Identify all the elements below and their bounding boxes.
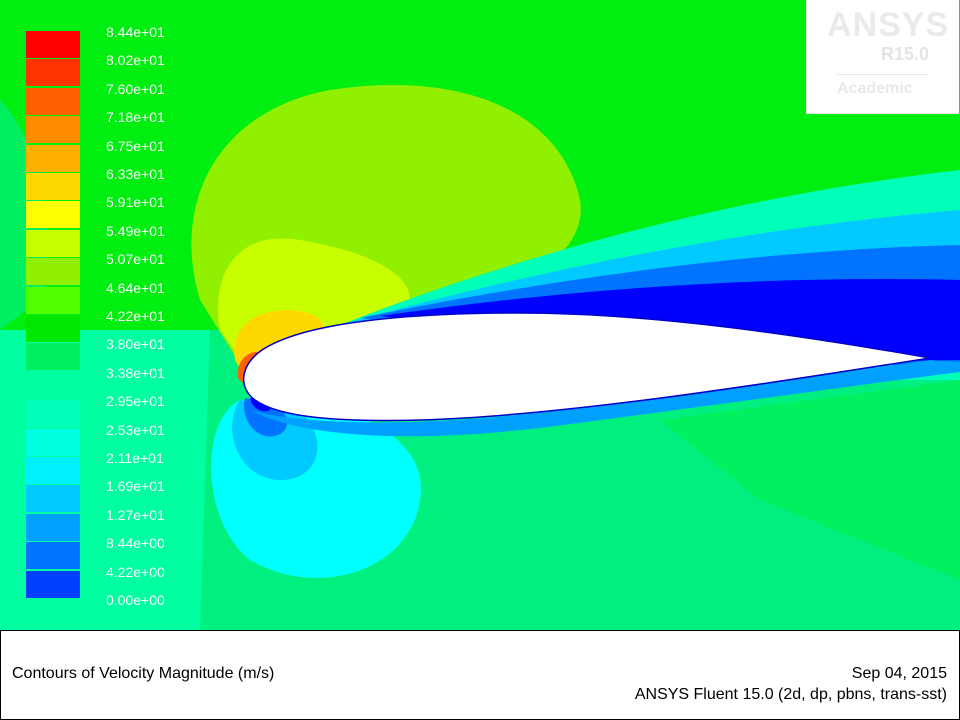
- legend-swatch: [26, 201, 80, 229]
- legend-swatch: [26, 343, 80, 371]
- velocity-contour-plot: [0, 0, 960, 630]
- legend-swatch: [26, 87, 80, 115]
- logo-brand: ANSYS: [827, 6, 950, 44]
- legend-tick-label: 6.75e+01: [106, 137, 165, 154]
- legend-tick-label: 5.91e+01: [106, 194, 165, 211]
- legend-tick-label: 5.49e+01: [106, 222, 165, 239]
- legend-swatch: [26, 229, 80, 257]
- legend-tick-label: 4.64e+01: [106, 279, 165, 296]
- logo-version: R15.0: [880, 44, 929, 64]
- lower-wake-region: [660, 380, 960, 580]
- legend-swatch: [26, 371, 80, 399]
- legend-tick-label: 2.11e+01: [106, 450, 164, 466]
- legend-tick-label: 7.60e+01: [106, 80, 165, 97]
- legend-swatch: [26, 31, 80, 58]
- legend-tick-label: 5.07e+01: [106, 251, 165, 268]
- legend-tick-label: 2.53e+01: [106, 421, 165, 438]
- legend-swatch: [26, 400, 80, 428]
- legend-tick-label: 7.18e+01: [106, 109, 165, 126]
- legend-tick-label: 3.38e+01: [106, 364, 165, 381]
- legend-swatch: [26, 116, 80, 144]
- plot-title-bar: Contours of Velocity Magnitude (m/s) Sep…: [0, 630, 960, 720]
- legend-tick-label: 3.80e+01: [106, 336, 165, 353]
- legend-tick-label: 2.95e+01: [106, 393, 165, 410]
- ansys-watermark-logo: ANSYS R15.0 Academic: [806, 0, 959, 114]
- legend-swatch: [26, 286, 80, 314]
- logo-divider: [837, 74, 929, 75]
- color-legend: 8.44e+01 8.02e+01 7.60e+01 7.18e+01 6.75e+01…: [26, 24, 186, 610]
- graphics-viewport[interactable]: 8.44e+01 8.02e+01 7.60e+01 7.18e+01 6.75e+01…: [0, 0, 960, 630]
- legend-swatch: [26, 428, 80, 456]
- legend-swatch: [26, 59, 80, 87]
- solver-info: ANSYS Fluent 15.0 (2d, dp, pbns, trans-s…: [634, 686, 947, 703]
- legend-tick-label: 1.27e+01: [106, 506, 165, 523]
- legend-tick-label: 4.22e+01: [106, 308, 165, 324]
- legend-swatch: [26, 258, 80, 286]
- legend-tick-label: 8.44e+00: [106, 535, 165, 552]
- plot-date: Sep 04, 2015: [851, 665, 947, 682]
- plot-title: Contours of Velocity Magnitude (m/s): [12, 665, 275, 682]
- legend-tick-label: 6.33e+01: [106, 166, 165, 182]
- pressure-side-boundary-layer: [250, 360, 960, 437]
- legend-swatch: [26, 513, 80, 541]
- airfoil: [242, 312, 931, 422]
- legend-swatch: [26, 570, 80, 598]
- legend-swatch: [26, 457, 80, 484]
- legend-tick-label: 8.02e+01: [106, 52, 165, 69]
- legend-swatch: [26, 542, 80, 570]
- legend-tick-label: 0.00e+00: [106, 592, 165, 608]
- legend-swatch: [26, 315, 80, 342]
- legend-swatch: [26, 485, 80, 513]
- legend-swatch: [26, 173, 80, 200]
- stagnation-core: [250, 398, 271, 412]
- legend-swatch: [26, 144, 80, 172]
- legend-tick-label: 4.22e+00: [106, 563, 165, 580]
- logo-edition: Academic: [837, 80, 913, 97]
- legend-tick-label: 1.69e+01: [106, 478, 165, 495]
- legend-tick-label: 8.44e+01: [106, 24, 165, 40]
